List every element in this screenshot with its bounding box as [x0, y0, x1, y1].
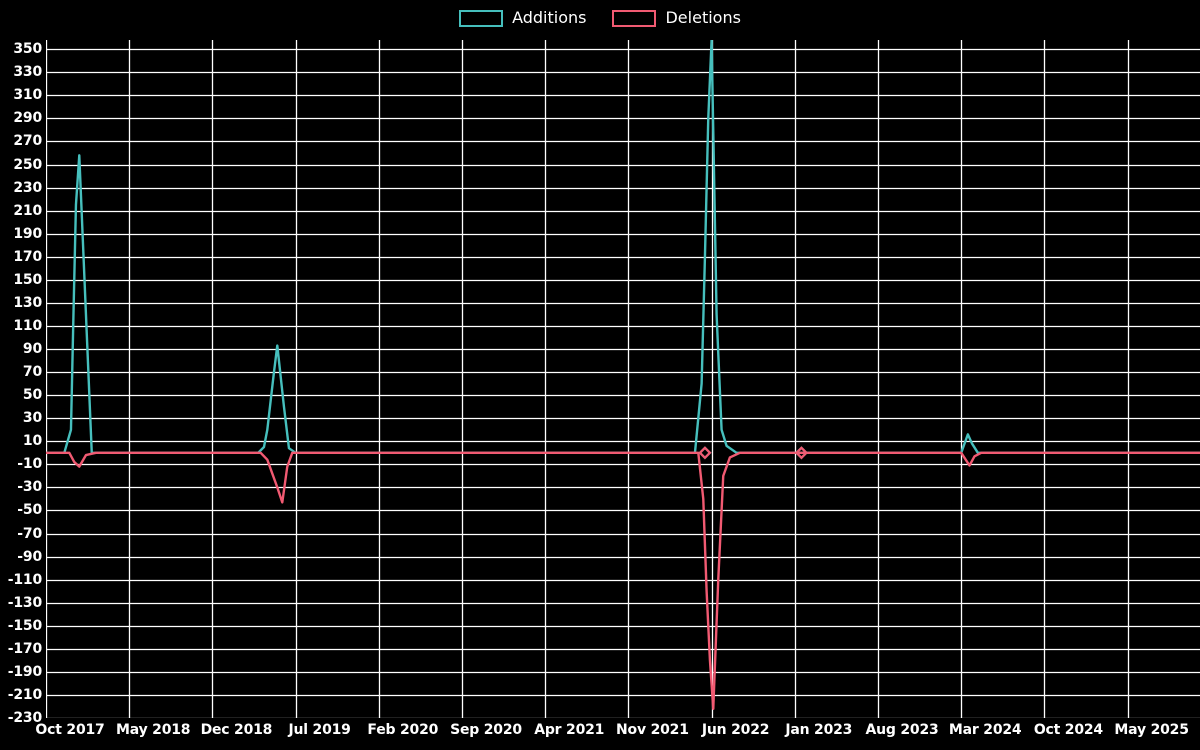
y-tick-label: 90 [22, 341, 42, 358]
y-tick-label: -150 [7, 617, 42, 634]
data-point-marker-deletions[interactable] [698, 446, 712, 460]
x-tick-label: Oct 2017 [35, 722, 105, 738]
y-tick-label: -170 [7, 640, 42, 657]
y-tick-label: 270 [13, 133, 42, 150]
y-tick-label: -90 [17, 548, 42, 565]
y-tick-label: 250 [13, 156, 42, 173]
y-tick-label: 170 [13, 248, 42, 265]
y-tick-label: 230 [13, 179, 42, 196]
chart-legend: Additions Deletions [0, 0, 1200, 36]
y-tick-label: 310 [13, 87, 42, 104]
legend-label-deletions: Deletions [665, 8, 741, 27]
series-lines [46, 40, 1200, 710]
y-axis: 350 330 310 290 270 250 230 210 190 170 150 130 110 9… [0, 40, 42, 726]
y-tick-label: 130 [13, 294, 42, 311]
x-tick-label: Dec 2018 [200, 722, 273, 738]
y-tick-label: -70 [17, 525, 42, 542]
x-tick-label: May 2025 [1114, 722, 1189, 738]
chart-canvas [46, 40, 1200, 718]
legend-swatch-icon-additions [459, 9, 504, 27]
y-tick-label: 350 [13, 41, 42, 58]
data-point-marker-deletions[interactable] [794, 446, 809, 460]
y-tick-label: 50 [22, 387, 42, 404]
legend-label-additions: Additions [512, 8, 587, 27]
y-tick-label: -130 [7, 594, 42, 611]
x-tick-label: Jun 2022 [701, 722, 770, 738]
y-tick-label: -30 [17, 479, 42, 496]
y-tick-label: 210 [13, 202, 42, 219]
plot-area [46, 40, 1200, 718]
y-tick-label: 330 [13, 64, 42, 81]
y-tick-label: -210 [7, 686, 42, 703]
y-tick-label: -190 [7, 663, 42, 680]
legend-entry-additions[interactable]: Additions [459, 8, 587, 27]
legend-swatch-icon-deletions [612, 9, 657, 27]
y-tick-label: 10 [22, 433, 42, 450]
x-axis: Oct 2017 May 2018 Dec 2018 Jul 2019 Feb 2020… [0, 720, 1200, 750]
y-tick-label: 290 [13, 110, 42, 127]
x-tick-label: Apr 2021 [534, 722, 605, 738]
series-line-deletions [46, 451, 1200, 710]
y-tick-label: -50 [17, 502, 42, 519]
x-tick-label: Jul 2019 [288, 722, 351, 738]
series-line-additions [46, 40, 1200, 454]
x-tick-label: Feb 2020 [367, 722, 439, 738]
x-tick-label: Sep 2020 [450, 722, 522, 738]
x-tick-label: Jan 2023 [785, 722, 853, 738]
series-markers [698, 446, 809, 460]
y-tick-label: -230 [7, 710, 42, 726]
y-tick-label: 150 [13, 271, 42, 288]
y-tick-label: -110 [7, 571, 42, 588]
x-tick-label: May 2018 [116, 722, 191, 738]
x-tick-label: Aug 2023 [865, 722, 939, 738]
y-tick-label: -10 [17, 456, 42, 473]
y-tick-label: 30 [22, 410, 42, 427]
x-tick-label: Oct 2024 [1033, 722, 1103, 738]
y-tick-label: 70 [22, 364, 42, 381]
x-tick-label: Mar 2024 [948, 722, 1022, 738]
y-tick-label: 190 [13, 225, 42, 242]
grid-lines [46, 40, 1200, 718]
x-tick-label: Nov 2021 [616, 722, 689, 738]
legend-entry-deletions[interactable]: Deletions [612, 8, 741, 27]
y-tick-label: 110 [13, 317, 42, 334]
